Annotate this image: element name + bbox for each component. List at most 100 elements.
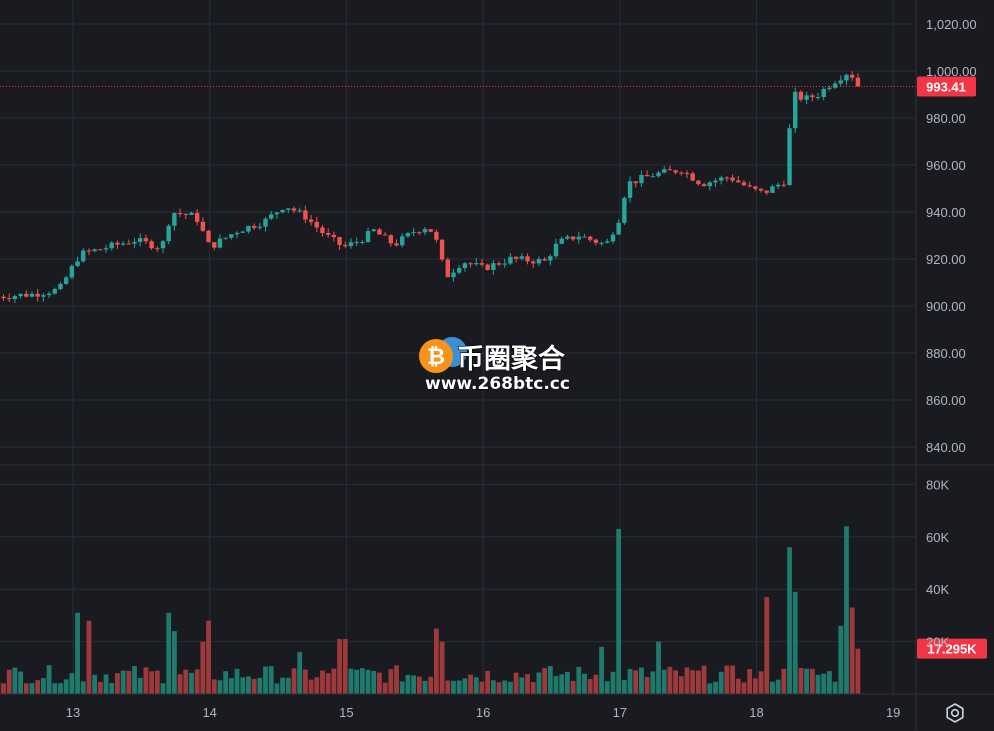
volume-bar <box>138 678 143 694</box>
candle-body <box>87 251 91 252</box>
candle-body <box>673 170 677 172</box>
volume-bar <box>468 675 473 694</box>
candle-body <box>503 264 507 265</box>
candle-body <box>389 235 393 243</box>
candle-body <box>702 184 706 186</box>
candle-body <box>7 298 11 299</box>
volume-bar <box>462 678 467 694</box>
candle-body <box>827 88 831 89</box>
candle-body <box>172 213 176 226</box>
volume-bar <box>18 672 23 694</box>
volume-bar <box>1 683 6 694</box>
volume-bar <box>838 626 843 694</box>
candle-body <box>423 229 427 232</box>
candle-body <box>121 244 125 245</box>
volume-bar <box>41 678 46 694</box>
candle-body <box>622 198 626 223</box>
candle-body <box>537 259 541 263</box>
volume-bar <box>690 670 695 694</box>
volume-bar <box>605 681 610 694</box>
candle-body <box>155 248 159 249</box>
candle-body <box>70 266 74 277</box>
volume-bar <box>804 669 809 694</box>
volume-bar <box>189 673 194 694</box>
chart-settings-button[interactable] <box>942 700 968 726</box>
candle-body <box>349 242 353 246</box>
candle-body <box>411 232 415 233</box>
candle-body <box>594 240 598 243</box>
volume-bar <box>742 682 747 694</box>
candle-body <box>241 232 245 233</box>
watermark-url: www.268btc.cc <box>425 374 570 394</box>
candle-body <box>406 233 410 236</box>
candle-body <box>759 189 763 191</box>
candle-body <box>474 263 478 264</box>
candle-body <box>138 238 142 242</box>
candle-body <box>770 186 774 193</box>
volume-bar <box>320 671 325 694</box>
candle-body <box>685 173 689 174</box>
volume-bar <box>736 679 741 694</box>
volume-bar <box>673 670 678 694</box>
volume-bar <box>554 676 559 694</box>
volume-tick-label: 40K <box>926 582 949 597</box>
candle-body <box>582 237 586 238</box>
volume-bar <box>309 680 314 694</box>
price-tick-label: 860.00 <box>926 393 966 408</box>
candle-body <box>58 284 62 289</box>
candle-body <box>30 294 34 297</box>
candle-body <box>753 186 757 188</box>
candle-body <box>98 249 102 250</box>
volume-bar <box>349 669 354 694</box>
volume-bar <box>844 526 849 694</box>
price-tick-label: 920.00 <box>926 252 966 267</box>
volume-bar <box>81 681 86 694</box>
candle-body <box>531 261 535 263</box>
volume-bar <box>7 670 12 694</box>
candle-body <box>446 260 450 278</box>
price-tick-label: 880.00 <box>926 346 966 361</box>
candle-body <box>315 222 319 228</box>
volume-bar <box>559 674 564 694</box>
candle-body <box>810 95 814 97</box>
candle-body <box>804 95 808 99</box>
volume-bar <box>121 671 126 694</box>
volume-bar <box>223 671 228 694</box>
date-tick-label: 17 <box>613 705 627 720</box>
date-tick-label: 13 <box>66 705 80 720</box>
volume-bar <box>366 670 371 694</box>
volume-bar <box>75 613 80 694</box>
volume-bar <box>331 669 336 694</box>
volume-bar <box>833 682 838 694</box>
candle-body <box>850 75 854 78</box>
volume-bar <box>172 631 177 694</box>
volume-bar <box>92 675 97 694</box>
candle-body <box>115 243 119 245</box>
candle-body <box>258 227 262 228</box>
volume-bar <box>377 673 382 694</box>
candle-body <box>520 256 524 258</box>
candle-body <box>434 232 438 240</box>
candle-body <box>149 241 153 248</box>
candle-body <box>92 249 96 251</box>
volume-bar <box>178 674 183 694</box>
candle-body <box>354 242 358 243</box>
volume-bar <box>303 670 308 694</box>
volume-bar <box>850 608 855 694</box>
volume-bar <box>149 671 154 694</box>
candle-body <box>765 190 769 192</box>
volume-bar <box>212 679 217 694</box>
volume-bar <box>656 642 661 694</box>
volume-bar <box>662 670 667 694</box>
candle-body <box>708 182 712 186</box>
candle-body <box>554 244 558 256</box>
bitcoin-symbol-icon: ₿ <box>427 345 445 370</box>
candle-body <box>793 92 797 128</box>
volume-bar <box>269 666 274 694</box>
volume-bar <box>115 673 120 694</box>
candle-body <box>542 259 546 260</box>
candle-body <box>782 185 786 186</box>
candle-body <box>725 178 729 179</box>
volume-bar <box>451 681 456 694</box>
